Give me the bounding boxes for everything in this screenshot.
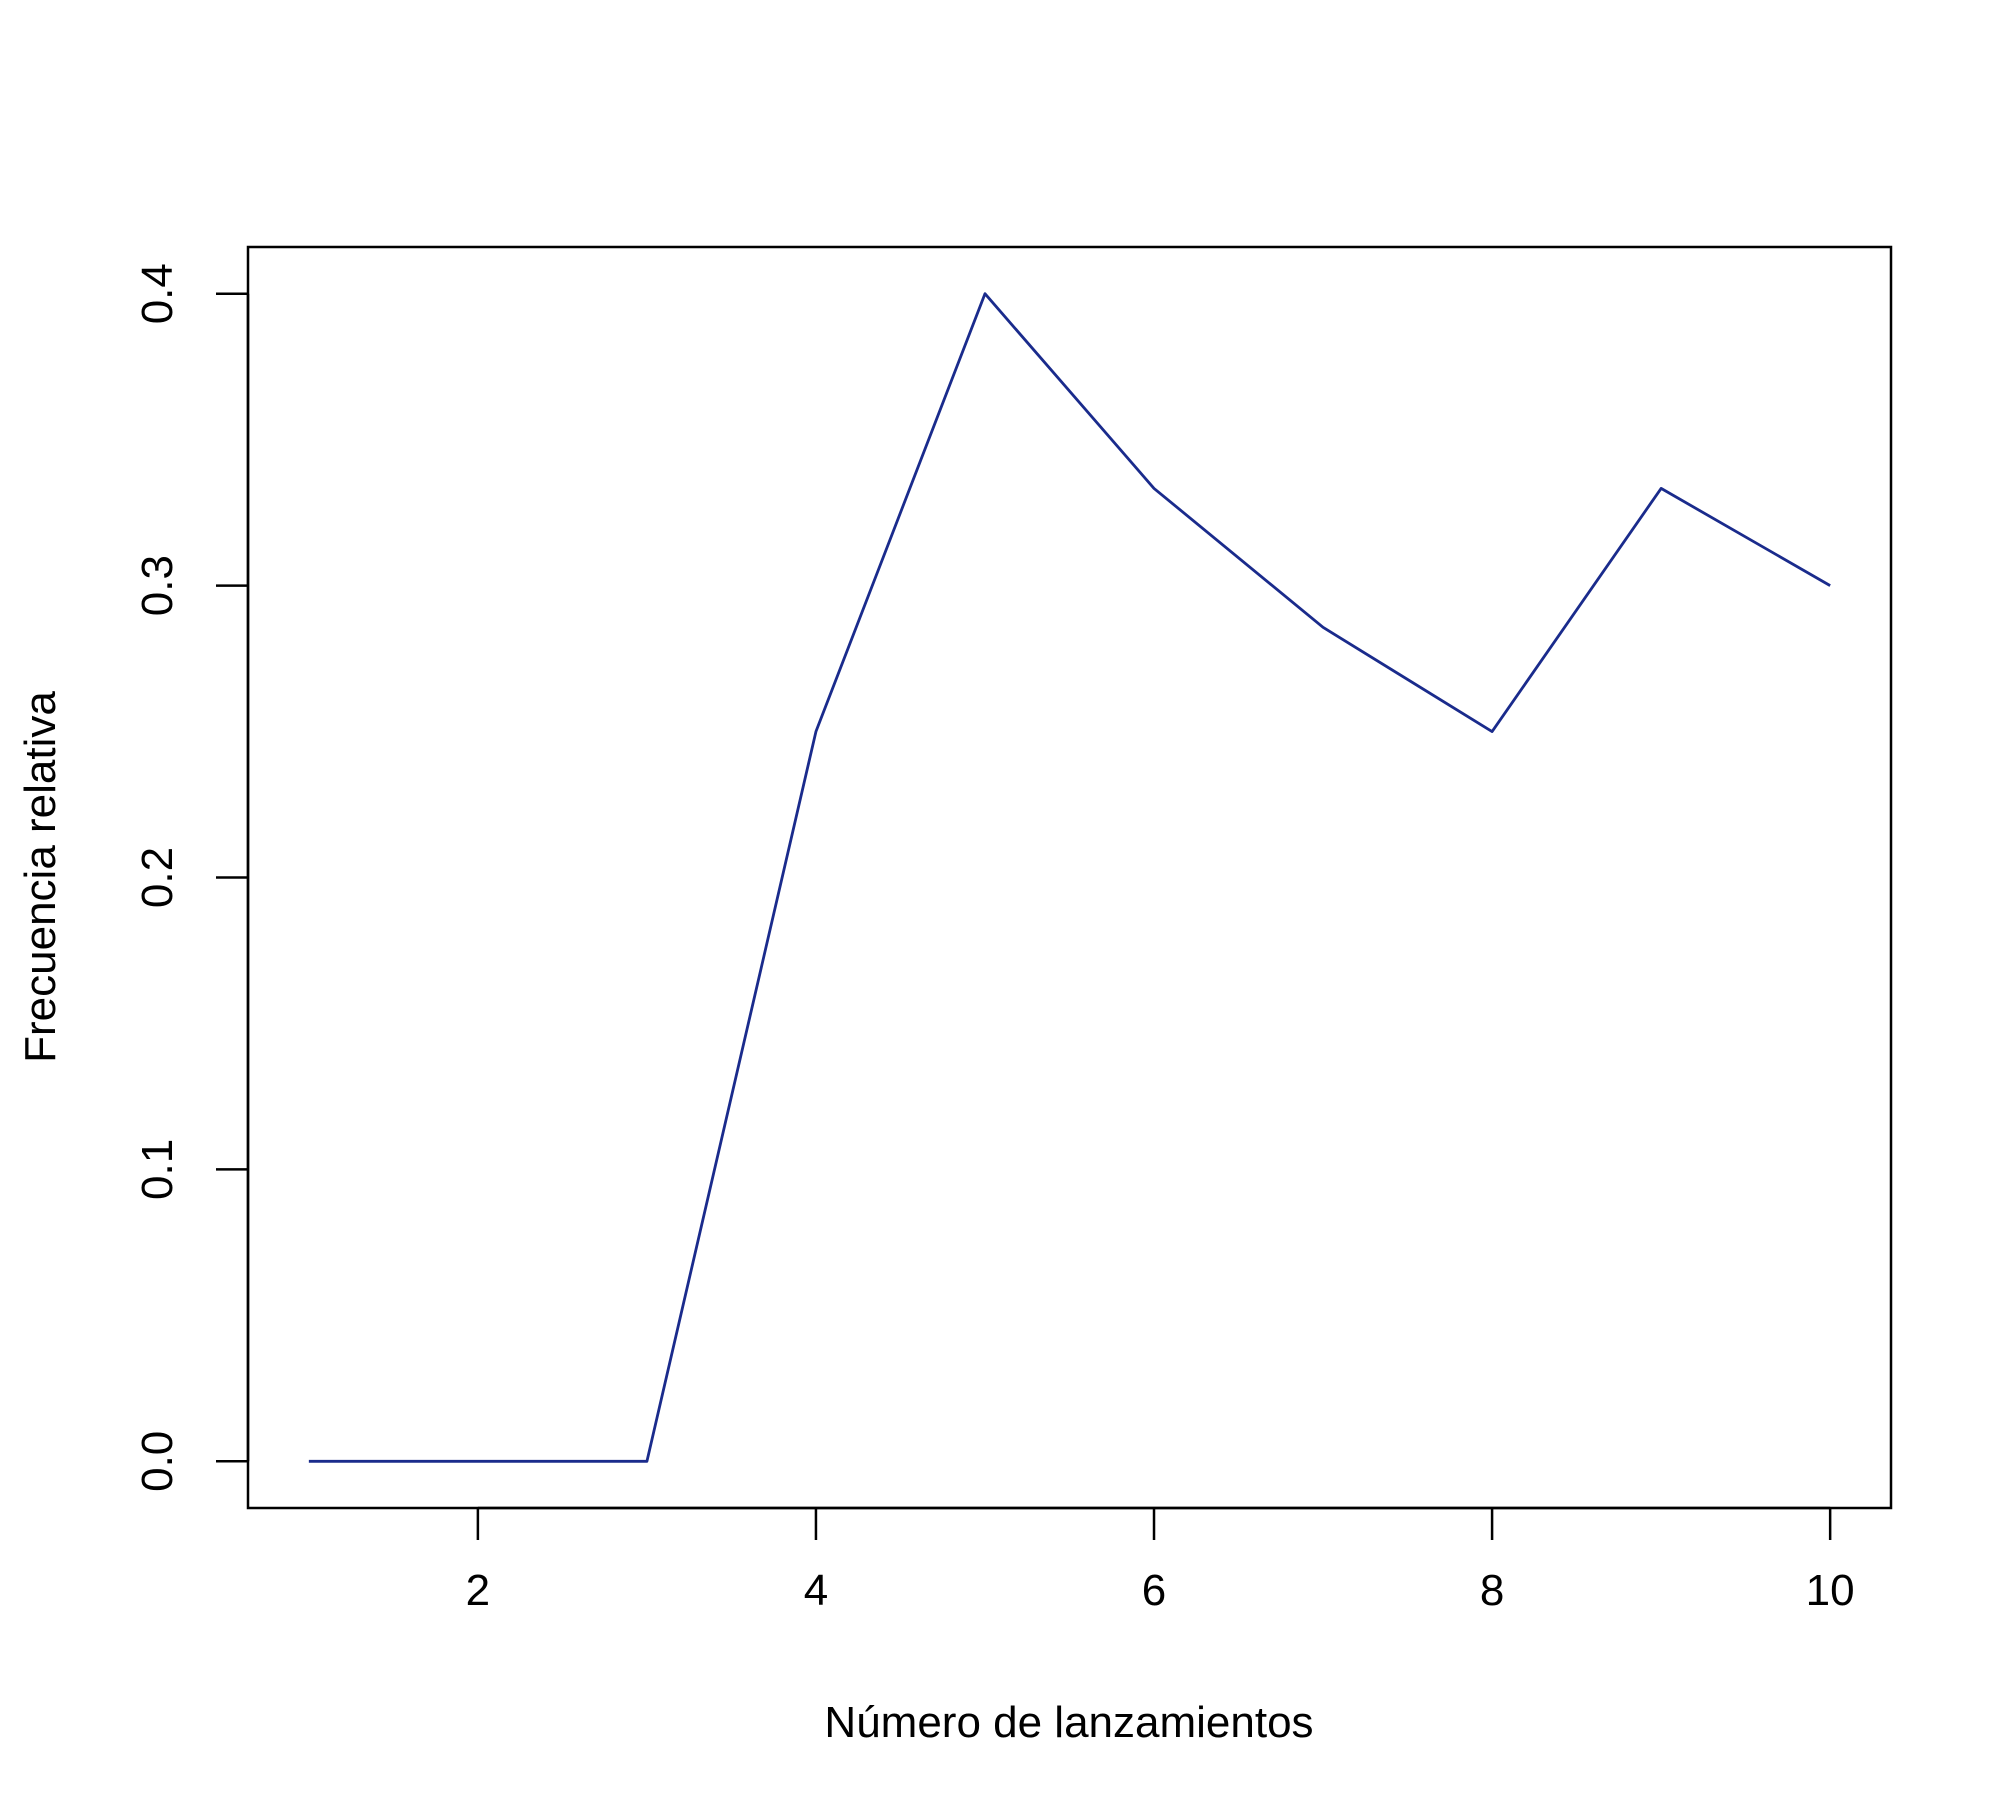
x-axis-label: Número de lanzamientos [824, 1698, 1313, 1747]
x-axis: 2 4 6 8 10 [466, 1506, 1855, 1615]
x-tick-label-8: 8 [1480, 1566, 1504, 1615]
y-tick-label-0.2: 0.2 [133, 847, 182, 908]
y-tick-label-0.0: 0.0 [133, 1431, 182, 1492]
x-tick-label-10: 10 [1806, 1566, 1855, 1615]
series-line-0 [308, 292, 1831, 1463]
plot-frame [246, 245, 1893, 1510]
y-axis: 0.0 0.1 0.2 0.3 0.4 [133, 263, 250, 1492]
series-layer [308, 292, 1831, 1463]
y-axis-label: Frecuencia relativa [16, 691, 65, 1063]
y-tick-label-0.3: 0.3 [133, 555, 182, 616]
x-tick-label-2: 2 [466, 1566, 490, 1615]
y-tick-label-0.4: 0.4 [133, 263, 182, 324]
y-tick-label-0.1: 0.1 [133, 1139, 182, 1200]
x-tick-label-4: 4 [804, 1566, 828, 1615]
x-tick-label-6: 6 [1142, 1566, 1166, 1615]
